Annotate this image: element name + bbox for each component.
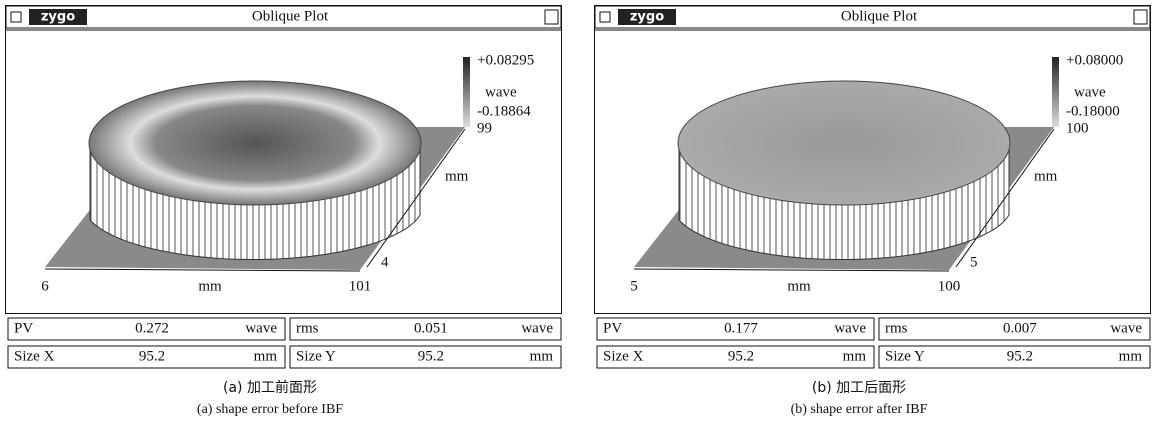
- color-scale: [1052, 57, 1059, 127]
- x-axis-end: 101: [349, 278, 372, 294]
- stat-unit: mm: [530, 348, 554, 364]
- stat-value: 0.051: [414, 320, 448, 336]
- stat-value: 95.2: [728, 348, 754, 364]
- stat-value: 0.177: [724, 320, 758, 336]
- stat-label: PV: [14, 320, 33, 336]
- stat-value: 95.2: [139, 348, 165, 364]
- x-axis-label: mm: [198, 278, 222, 294]
- stat-unit: mm: [1119, 348, 1143, 364]
- scale-max: +0.08000: [1066, 52, 1123, 68]
- stat-label: PV: [603, 320, 622, 336]
- stat-label: rms: [296, 320, 319, 336]
- window-title: Oblique Plot: [841, 8, 918, 24]
- stat-label: Size Y: [296, 348, 336, 364]
- y-axis-end: 100: [1066, 120, 1089, 136]
- scale-unit: wave: [1074, 84, 1106, 100]
- stat-label: Size X: [603, 348, 644, 364]
- surface-top: [678, 81, 1010, 205]
- y-axis-label: mm: [1034, 168, 1058, 184]
- y-axis-end: 99: [477, 120, 492, 136]
- stat-value: 0.007: [1003, 320, 1037, 336]
- caption-en: (a) shape error before IBF: [197, 402, 343, 417]
- stat-label: Size X: [14, 348, 55, 364]
- x-axis-label: mm: [787, 278, 811, 294]
- caption-en: (b) shape error after IBF: [791, 402, 928, 417]
- y-axis-start: 5: [970, 254, 978, 270]
- stat-unit: wave: [521, 320, 553, 336]
- scale-unit: wave: [485, 84, 517, 100]
- y-axis-start: 4: [381, 254, 389, 270]
- x-axis-start: 6: [41, 278, 49, 294]
- stat-label: rms: [885, 320, 908, 336]
- caption-cn: (a) 加工前面形: [223, 379, 317, 396]
- stat-unit: mm: [843, 348, 867, 364]
- caption-cn: (b) 加工后面形: [812, 380, 906, 396]
- logo: zygo: [630, 10, 664, 25]
- close-box: [600, 12, 610, 22]
- stat-unit: wave: [1110, 320, 1142, 336]
- stat-unit: wave: [834, 320, 866, 336]
- x-axis-start: 5: [630, 278, 638, 294]
- scale-min: -0.18000: [1066, 103, 1120, 119]
- surface-top: [89, 81, 421, 205]
- figure: zygo Oblique Plot +0.08295 wave -0.1886499 mm…: [0, 0, 1157, 430]
- logo: zygo: [41, 10, 75, 25]
- x-axis-end: 100: [938, 278, 961, 294]
- stat-value: 95.2: [418, 348, 444, 364]
- scale-min: -0.18864: [477, 103, 531, 119]
- stat-unit: wave: [245, 320, 277, 336]
- stat-value: 0.272: [135, 320, 169, 336]
- window-title: Oblique Plot: [252, 8, 329, 24]
- stat-label: Size Y: [885, 348, 925, 364]
- resize-box: [545, 10, 558, 24]
- y-axis-label: mm: [445, 168, 469, 184]
- color-scale: [463, 57, 470, 127]
- scale-max: +0.08295: [477, 52, 534, 68]
- stat-value: 95.2: [1007, 348, 1033, 364]
- close-box: [11, 12, 21, 22]
- stat-unit: mm: [254, 348, 278, 364]
- resize-box: [1134, 10, 1147, 24]
